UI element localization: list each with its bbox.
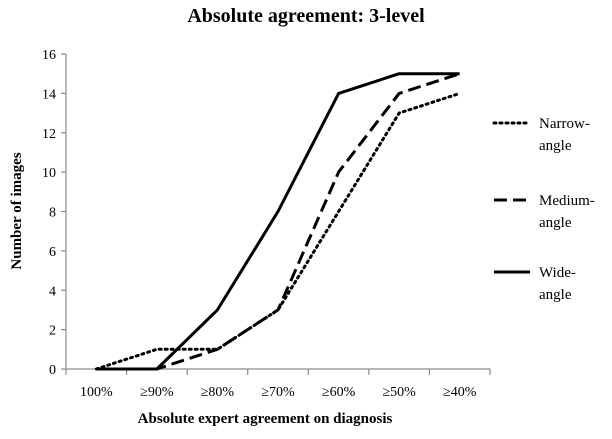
legend-label: Narrow-angle	[539, 116, 590, 154]
y-tick-label: 4	[49, 284, 56, 299]
x-tick-label: ≥60%	[322, 385, 356, 400]
y-tick-label: 0	[49, 363, 56, 378]
y-tick-label: 12	[42, 127, 56, 142]
x-tick-label: ≥90%	[140, 385, 174, 400]
x-tick-label: ≥50%	[382, 385, 416, 400]
x-tick-label: ≥80%	[201, 385, 235, 400]
y-tick-label: 2	[49, 324, 56, 339]
x-axis-ticks: 100% ≥90% ≥80% ≥70% ≥60% ≥50% ≥40%	[65, 369, 491, 400]
y-tick-label: 16	[42, 48, 56, 63]
x-tick-label: ≥40%	[443, 385, 477, 400]
chart-title: Absolute agreement: 3-level	[187, 5, 425, 27]
x-tick-label: 100%	[80, 385, 113, 400]
y-tick-label: 8	[49, 206, 56, 221]
series-line-medium-angle	[96, 72, 461, 371]
y-tick-label: 6	[49, 245, 56, 260]
y-tick-label: 10	[42, 166, 56, 181]
y-axis-ticks: 0 2 4 6 8 10 12 14 16	[42, 48, 66, 378]
y-tick-label: 14	[42, 87, 56, 102]
series-line-wide-angle	[96, 72, 460, 371]
x-axis-title: Absolute expert agreement on diagnosis	[138, 411, 393, 427]
legend-label: Medium-angle	[539, 193, 595, 231]
legend-label: Wide-angle	[539, 265, 576, 303]
series-line-narrow-angle	[94, 91, 462, 371]
y-axis-title: Number of images	[9, 152, 25, 269]
legend: Narrow-angle Medium-angle Wide-angle	[492, 116, 595, 303]
x-tick-label: ≥70%	[261, 385, 295, 400]
series-lines	[94, 72, 462, 371]
